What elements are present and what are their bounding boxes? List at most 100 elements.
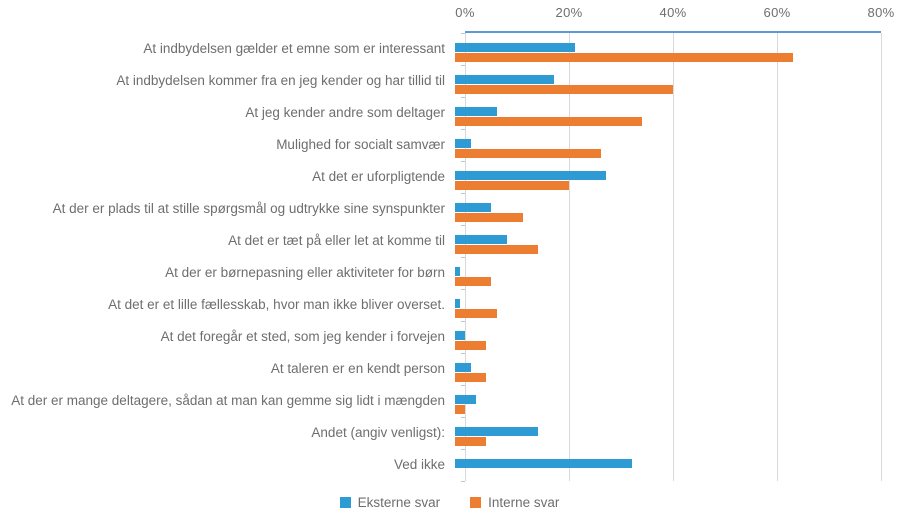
bar-interne-svar (455, 373, 487, 382)
bar-eksterne-svar (455, 267, 461, 276)
category-label: At taleren er en kendt person (270, 360, 445, 376)
legend-item-eksterne-svar: Eksterne svar (339, 495, 441, 510)
category-label: Ved ikke (393, 456, 445, 472)
chart-row: At indbydelsen kommer fra en jeg kender … (0, 65, 899, 97)
chart-row: Ved ikke (0, 449, 899, 481)
category-label: Andet (angiv venligst): (311, 424, 445, 440)
y-axis-tick (461, 257, 465, 258)
bar-eksterne-svar (455, 331, 466, 340)
legend-swatch-icon (470, 497, 482, 508)
category-label: At det er uforpligtende (312, 168, 445, 184)
legend-item-interne-svar: Interne svar (470, 495, 559, 510)
chart-row: At det er tæt på eller let at komme til (0, 225, 899, 257)
chart-row: At det er uforpligtende (0, 161, 899, 193)
y-axis-tick (461, 129, 465, 130)
row-bars (455, 129, 871, 161)
chart-row: At det foregår et sted, som jeg kender i… (0, 321, 899, 353)
legend-label: Interne svar (488, 495, 560, 510)
plot-area (461, 31, 882, 482)
bar-eksterne-svar (455, 363, 471, 372)
bar-eksterne-svar (455, 299, 461, 308)
x-axis-tick-label: 0% (455, 5, 475, 20)
bar-eksterne-svar (455, 43, 575, 52)
x-axis-tick-label: 60% (763, 5, 791, 20)
bar-eksterne-svar (455, 427, 539, 436)
plot-top-border (465, 31, 881, 33)
bar-interne-svar (455, 245, 539, 254)
row-bars (455, 97, 871, 129)
row-bars (455, 65, 871, 97)
y-axis-tick (461, 289, 465, 290)
legend-label: Eksterne svar (357, 495, 441, 510)
legend: Eksterne svar Interne svar (0, 495, 899, 510)
chart-row: At jeg kender andre som deltager (0, 97, 899, 129)
row-bars (455, 257, 871, 289)
y-axis-tick (461, 481, 465, 482)
category-label: At det er et lille fællesskab, hvor man … (108, 296, 445, 312)
gridline (777, 33, 778, 481)
chart-row: At taleren er en kendt person (0, 353, 899, 385)
category-label: At det er tæt på eller let at komme til (228, 232, 445, 248)
row-bars (455, 353, 871, 385)
x-axis-tick-label: 80% (867, 5, 895, 20)
x-axis: 0% 20% 40% 60% 80% (0, 5, 899, 25)
gridline (465, 33, 466, 481)
category-label: At jeg kender andre som deltager (245, 104, 445, 120)
chart-row: At indbydelsen gælder et emne som er int… (0, 33, 899, 65)
category-label: Mulighed for socialt samvær (276, 136, 445, 152)
row-bars (455, 225, 871, 257)
y-axis-tick (461, 321, 465, 322)
bar-interne-svar (455, 53, 793, 62)
chart-row: At det er et lille fællesskab, hvor man … (0, 289, 899, 321)
bar-interne-svar (455, 341, 487, 350)
bar-interne-svar (455, 437, 487, 446)
bar-interne-svar (455, 213, 523, 222)
y-axis-tick (461, 417, 465, 418)
y-axis-tick (461, 385, 465, 386)
y-axis-tick (461, 97, 465, 98)
gridline (881, 33, 882, 481)
y-axis-tick (461, 65, 465, 66)
row-bars (455, 449, 871, 481)
category-label: At der er mange deltagere, sådan at man … (11, 392, 445, 408)
category-label: At der er plads til at stille spørgsmål … (52, 200, 445, 216)
gridline (569, 33, 570, 481)
row-bars (455, 417, 871, 449)
bar-eksterne-svar (455, 139, 471, 148)
chart-row: At der er mange deltagere, sådan at man … (0, 385, 899, 417)
bar-eksterne-svar (455, 395, 476, 404)
category-label: At indbydelsen gælder et emne som er int… (143, 40, 445, 56)
bar-interne-svar (455, 149, 601, 158)
bar-interne-svar (455, 277, 492, 286)
bar-interne-svar (455, 85, 674, 94)
chart-row: Andet (angiv venligst): (0, 417, 899, 449)
bar-eksterne-svar (455, 203, 492, 212)
bar-interne-svar (455, 181, 570, 190)
row-bars (455, 161, 871, 193)
category-rows: At indbydelsen gælder et emne som er int… (0, 33, 899, 481)
row-bars (455, 385, 871, 417)
bar-interne-svar (455, 117, 643, 126)
x-axis-tick-label: 40% (659, 5, 687, 20)
chart-row: Mulighed for socialt samvær (0, 129, 899, 161)
legend-swatch-icon (339, 497, 351, 508)
y-axis-tick (461, 161, 465, 162)
bar-eksterne-svar (455, 107, 497, 116)
bar-eksterne-svar (455, 171, 606, 180)
bar-interne-svar (455, 405, 466, 414)
y-axis-tick (461, 193, 465, 194)
y-axis-tick (461, 225, 465, 226)
bar-eksterne-svar (455, 235, 507, 244)
bar-eksterne-svar (455, 459, 632, 468)
y-axis-tick (461, 353, 465, 354)
category-label: At indbydelsen kommer fra en jeg kender … (116, 72, 445, 88)
row-bars (455, 33, 871, 65)
y-axis-tick (461, 449, 465, 450)
category-label: At det foregår et sted, som jeg kender i… (160, 328, 445, 344)
bar-eksterne-svar (455, 75, 554, 84)
category-label: At der er børnepasning eller aktiviteter… (165, 264, 445, 280)
row-bars (455, 289, 871, 321)
row-bars (455, 193, 871, 225)
bar-interne-svar (455, 309, 497, 318)
